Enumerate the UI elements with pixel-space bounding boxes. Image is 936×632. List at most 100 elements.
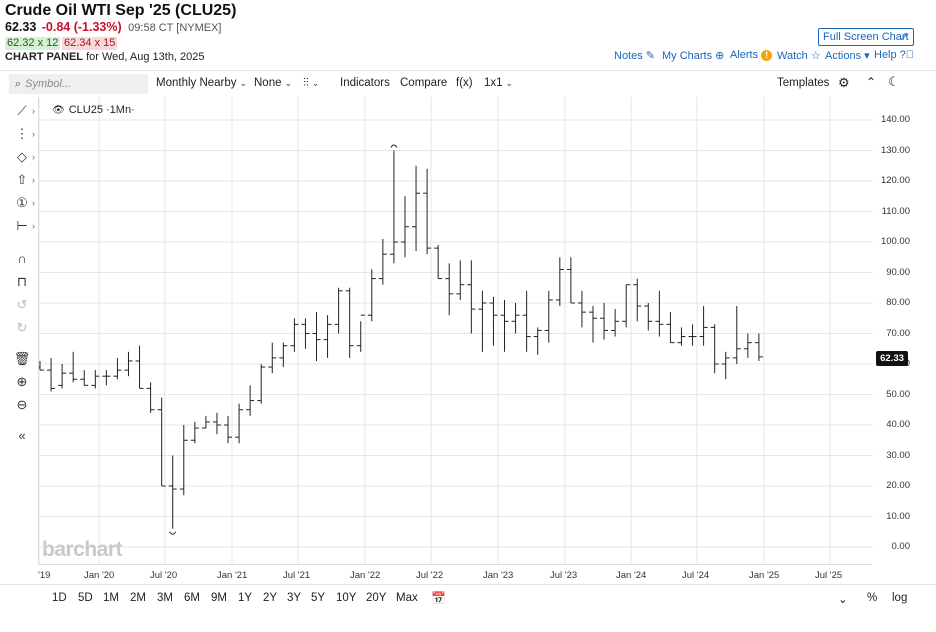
y-tick-label: 100.00 [880,236,910,247]
undo-icon: ↺ [16,297,28,312]
arrow-tool[interactable]: ⇧ › [12,171,35,189]
x-tick-label: Jul '21 [283,570,311,581]
shapes-tool[interactable]: ◇ › [12,148,35,166]
period-button-3m[interactable]: 3M [157,592,173,604]
period-button-2y[interactable]: 2Y [263,592,278,604]
period-button-2m[interactable]: 2M [130,592,146,604]
templates-button[interactable]: Templates [777,77,830,89]
my-charts-link[interactable]: My Charts ⊕ [662,49,725,63]
y-tick-label: 90.00 [886,266,910,278]
collapse-icon[interactable]: ⌃ [866,75,877,89]
ohlc-bar [80,370,89,386]
delete-tool[interactable]: 🗑 [12,350,32,368]
undo-tool[interactable]: ↺ [12,296,32,314]
log-toggle[interactable]: log [892,592,908,604]
redo-tool[interactable]: ↻ [12,319,32,337]
ohlc-bar [699,306,708,346]
percent-toggle[interactable]: % [867,592,878,604]
x-tick-label: Jul '20 [150,570,178,581]
compare-button[interactable]: Compare [400,77,448,89]
period-button-max[interactable]: Max [396,592,418,604]
fibonacci-tool[interactable]: ⋮ › [12,125,36,143]
eye-icon[interactable]: 👁 [52,105,65,116]
trendline-tool[interactable]: ⟋ › [12,102,35,120]
low-marker [169,531,177,535]
x-tick-label: Jan '24 [616,570,647,581]
alerts-link[interactable]: Alerts ! [730,49,773,61]
dark-mode-icon[interactable]: ☾ [888,74,900,89]
period-button-10y[interactable]: 10Y [336,592,357,604]
ohlc-bar [135,345,144,389]
period-button-1d[interactable]: 1D [52,592,67,604]
plus-circle-icon: ⊕ [715,50,725,62]
collapse-toolbar[interactable]: « [12,427,32,445]
actions-menu[interactable]: Actions ▾ [825,49,870,63]
ohlc-bar [124,351,133,377]
symbol-search-input[interactable]: ⌕ Symbol... [9,74,148,94]
shape-icon: ◇ [17,149,27,164]
period-button-5d[interactable]: 5D [78,592,93,604]
ohlc-bar [323,315,332,358]
chart-plot-area[interactable] [38,97,873,565]
y-tick-label: 140.00 [880,114,910,125]
ohlc-bar [456,260,465,300]
y-tick-label: 130.00 [880,144,910,156]
lock-tool[interactable]: ⊓ [12,273,32,291]
last-price: 62.33 [5,20,37,34]
drawing-toolbar: ⟋ › ⋮ › ◇ › ⇧ › ① › ⊢ › ∩ ⊓ ↺ ↻ 🗑 ⊕ ⊖ « [0,96,40,566]
x-tick-label: Jul '25 [815,570,843,581]
period-dropdown[interactable]: Monthly Nearby ⌄ [156,77,247,89]
measure-tool[interactable]: ⊢ › [12,217,35,235]
layout-dropdown[interactable]: 1x1 ⌄ [484,77,513,89]
ohlc-bar [511,303,520,334]
annotation-tool[interactable]: ① › [12,194,35,212]
y-tick-label: 20.00 [886,480,910,491]
redo-icon: ↻ [16,320,28,335]
bar-type-dropdown[interactable]: ⫶⫶ ⌄ [303,77,319,90]
quote-time: 09:58 CT [NYMEX] [128,22,222,34]
period-button-5y[interactable]: 5Y [311,592,326,604]
edit-icon: ✎ [645,50,655,62]
ohlc-bar [334,287,343,334]
fibonacci-icon: ⋮ [15,126,29,141]
period-button-20y[interactable]: 20Y [366,592,387,604]
period-button-1y[interactable]: 1Y [238,592,253,604]
price-axis[interactable]: 140.00 130.00 120.00 110.00 100.00 90.00 80.00… [872,97,936,565]
double-chevron-left-icon: « [18,428,26,443]
ohlc-bar [190,421,199,444]
help-link[interactable]: Help ?⃝ [874,49,914,61]
ohlc-bar [423,168,432,255]
chevron-down-icon: ⌄ [284,78,293,88]
gear-icon[interactable]: ⚙ [838,75,850,90]
x-tick-label: Jul '22 [416,570,444,581]
ohlc-bar [644,303,653,331]
compare-mode-dropdown[interactable]: None ⌄ [254,77,292,89]
x-tick-label: Jul '23 [550,570,578,581]
zoom-in-icon: ⊕ [16,374,28,389]
ohlc-bar [47,357,56,392]
y-tick-label: 40.00 [886,419,910,430]
ohlc-bar [168,455,177,529]
question-circle-icon: ?⃝ [899,49,914,61]
period-button-3y[interactable]: 3Y [287,592,302,604]
notes-link[interactable]: Notes ✎ [614,49,655,63]
period-button-6m[interactable]: 6M [184,592,200,604]
period-button-1m[interactable]: 1M [103,592,119,604]
arrow-up-icon: ⇧ [16,172,28,187]
zoom-out-tool[interactable]: ⊖ [12,396,32,414]
indicators-button[interactable]: Indicators [340,77,390,89]
watch-link[interactable]: Watch ☆ [777,49,821,63]
magnet-tool[interactable]: ∩ [12,250,32,268]
barchart-logo: barchart [42,538,123,561]
full-screen-chart-button[interactable]: Full Screen Chart ↗ [818,28,914,46]
expand-icon: ↗ [899,31,909,43]
calendar-icon[interactable]: 📅 [431,591,446,605]
ohlc-bar [445,263,454,316]
period-button-9m[interactable]: 9M [211,592,227,604]
double-chevron-down-icon[interactable]: ⌄ [838,594,848,606]
ohlc-bar [290,318,299,352]
zoom-in-tool[interactable]: ⊕ [12,373,32,391]
fx-button[interactable]: f(x) [456,77,473,89]
x-tick-label: Jan '20 [84,570,115,581]
chevron-down-icon: ⌄ [239,78,248,88]
